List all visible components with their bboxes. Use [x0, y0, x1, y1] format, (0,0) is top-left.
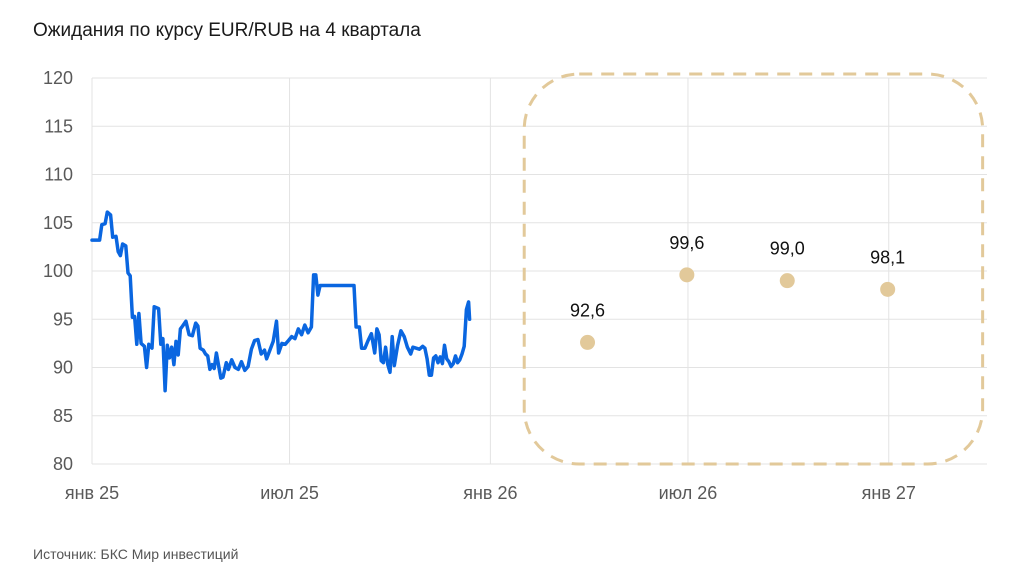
line-layer: [90, 210, 472, 393]
forecast-point: [779, 273, 795, 289]
forecast-frame-layer: [522, 72, 985, 466]
x-tick-label: июл 25: [260, 483, 319, 503]
source-note: Источник: БКС Мир инвестиций: [33, 546, 239, 562]
forecast-data-label: 98,1: [870, 247, 905, 267]
y-tick-label: 120: [43, 68, 73, 88]
series-line-eurrub: [90, 210, 472, 393]
forecast-points-layer: [580, 267, 896, 350]
x-tick-label: июл 26: [659, 483, 718, 503]
forecast-data-label: 99,6: [669, 233, 704, 253]
eurrub-chart: 80 85 90 95 100 105 110 115 120 янв 25 июл 25 янв 2…: [43, 68, 987, 503]
grid: [91, 77, 987, 465]
y-tick-label: 100: [43, 261, 73, 281]
y-tick-label: 90: [53, 358, 73, 378]
y-tick-label: 105: [43, 213, 73, 233]
forecast-point: [580, 334, 596, 350]
y-tick-label: 110: [44, 165, 73, 185]
y-tick-label: 85: [53, 406, 73, 426]
forecast-data-label: 99,0: [770, 239, 805, 259]
forecast-point: [679, 267, 695, 283]
chart-title: Ожидания по курсу EUR/RUB на 4 квартала: [33, 20, 421, 41]
forecast-data-label: 92,6: [570, 300, 605, 320]
x-tick-label: янв 26: [463, 483, 517, 503]
y-tick-label: 80: [53, 454, 73, 474]
forecast-frame: [522, 72, 985, 466]
labels-layer: 80 85 90 95 100 105 110 115 120 янв 25 июл 25 янв 2…: [43, 68, 916, 503]
x-tick-label: янв 27: [862, 483, 916, 503]
x-tick-label: янв 25: [65, 483, 119, 503]
forecast-point: [880, 281, 896, 297]
y-tick-label: 115: [44, 116, 73, 136]
y-tick-label: 95: [53, 309, 73, 329]
